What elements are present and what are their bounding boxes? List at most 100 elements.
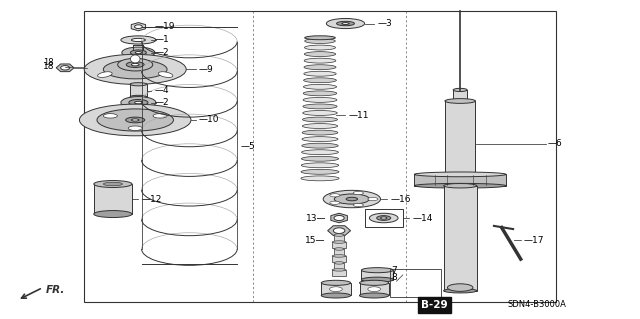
Ellipse shape <box>444 183 477 188</box>
Circle shape <box>134 25 142 29</box>
Ellipse shape <box>362 277 394 282</box>
Bar <box>334 249 344 255</box>
Ellipse shape <box>377 216 391 220</box>
Ellipse shape <box>303 97 337 102</box>
Ellipse shape <box>153 114 167 118</box>
Ellipse shape <box>122 47 155 58</box>
Ellipse shape <box>369 213 398 223</box>
Ellipse shape <box>302 137 338 142</box>
Text: 8: 8 <box>391 273 397 282</box>
Ellipse shape <box>128 126 142 130</box>
Bar <box>365 210 403 227</box>
Ellipse shape <box>303 78 337 83</box>
Ellipse shape <box>330 287 342 292</box>
Ellipse shape <box>360 280 389 286</box>
Text: —16: —16 <box>390 195 411 204</box>
Ellipse shape <box>130 95 147 99</box>
Circle shape <box>334 215 344 220</box>
Ellipse shape <box>131 50 147 55</box>
Text: —3: —3 <box>378 19 392 28</box>
Ellipse shape <box>104 114 117 118</box>
Bar <box>334 263 344 269</box>
Text: —12: —12 <box>141 195 162 204</box>
Text: —2: —2 <box>154 98 169 107</box>
Ellipse shape <box>304 71 336 76</box>
Ellipse shape <box>334 194 369 204</box>
Bar <box>414 174 506 186</box>
Text: 15—: 15— <box>305 236 325 245</box>
Ellipse shape <box>103 182 122 186</box>
Text: —11: —11 <box>349 111 369 120</box>
Ellipse shape <box>445 99 476 103</box>
Ellipse shape <box>97 109 173 131</box>
Ellipse shape <box>303 117 337 122</box>
Circle shape <box>333 228 345 234</box>
Bar <box>321 283 351 295</box>
Ellipse shape <box>158 72 173 78</box>
Ellipse shape <box>121 97 156 108</box>
Ellipse shape <box>334 248 344 250</box>
Ellipse shape <box>453 101 467 104</box>
Text: —2: —2 <box>154 48 169 57</box>
Ellipse shape <box>301 156 339 161</box>
Text: —17: —17 <box>524 236 545 245</box>
Bar <box>84 11 556 302</box>
Ellipse shape <box>303 84 337 89</box>
Ellipse shape <box>126 62 144 68</box>
Ellipse shape <box>305 52 335 56</box>
Ellipse shape <box>414 183 506 188</box>
Ellipse shape <box>130 83 147 86</box>
Ellipse shape <box>303 91 337 96</box>
Bar <box>360 283 389 295</box>
Bar <box>332 242 346 248</box>
Ellipse shape <box>362 268 394 273</box>
Ellipse shape <box>303 110 337 115</box>
Ellipse shape <box>353 191 364 195</box>
Ellipse shape <box>134 101 142 104</box>
Ellipse shape <box>302 143 338 148</box>
Ellipse shape <box>447 284 473 291</box>
Ellipse shape <box>321 293 351 298</box>
Text: —10: —10 <box>199 115 220 124</box>
Ellipse shape <box>301 163 339 168</box>
Ellipse shape <box>131 63 139 66</box>
Ellipse shape <box>129 100 148 106</box>
Polygon shape <box>131 23 145 31</box>
Ellipse shape <box>334 262 344 264</box>
Ellipse shape <box>337 21 355 26</box>
Ellipse shape <box>332 255 346 257</box>
Ellipse shape <box>330 201 340 204</box>
Text: —5: —5 <box>241 142 255 151</box>
Ellipse shape <box>118 58 153 71</box>
Ellipse shape <box>326 19 365 29</box>
Text: SDN4-B3000A: SDN4-B3000A <box>508 300 566 309</box>
Bar <box>332 270 346 276</box>
Text: —6: —6 <box>547 139 562 148</box>
Polygon shape <box>328 226 351 235</box>
Circle shape <box>61 66 70 70</box>
Ellipse shape <box>332 241 346 243</box>
Text: —4: —4 <box>154 86 169 95</box>
Ellipse shape <box>84 54 186 85</box>
Ellipse shape <box>131 38 145 41</box>
Text: —9: —9 <box>199 65 214 74</box>
Bar <box>453 90 467 103</box>
Ellipse shape <box>360 293 389 298</box>
Bar <box>444 186 477 291</box>
Ellipse shape <box>305 36 335 40</box>
Ellipse shape <box>304 58 336 63</box>
Ellipse shape <box>353 204 364 207</box>
Ellipse shape <box>125 117 145 123</box>
Ellipse shape <box>79 104 191 136</box>
Text: —1: —1 <box>154 35 169 44</box>
Ellipse shape <box>131 119 139 121</box>
Text: —19: —19 <box>154 22 175 31</box>
Ellipse shape <box>301 169 339 174</box>
Ellipse shape <box>453 88 467 92</box>
Ellipse shape <box>301 150 339 155</box>
Polygon shape <box>56 64 74 72</box>
Text: B-29: B-29 <box>421 300 448 310</box>
Ellipse shape <box>121 36 156 44</box>
Ellipse shape <box>321 280 351 286</box>
Ellipse shape <box>301 176 339 181</box>
